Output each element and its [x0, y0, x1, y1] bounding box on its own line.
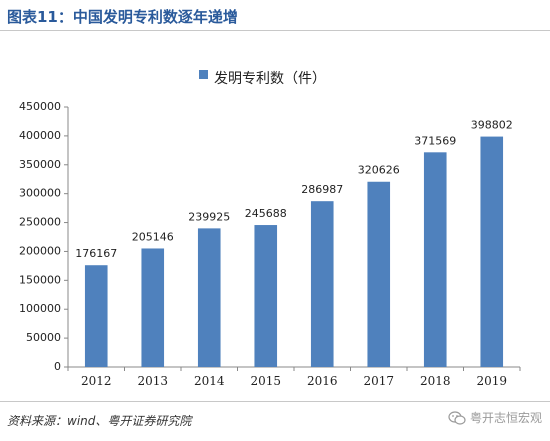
- y-tick-label: 450000: [19, 100, 61, 113]
- data-label: 205146: [132, 230, 174, 243]
- figure-title: 图表11：中国发明专利数逐年递增: [7, 8, 238, 26]
- legend-swatch: [199, 70, 208, 79]
- bar: [84, 265, 108, 367]
- x-tick-label: 2019: [476, 374, 507, 388]
- x-tick-label: 2012: [81, 374, 112, 388]
- watermark: 粤开志恒宏观: [448, 409, 542, 426]
- y-tick-label: 0: [54, 360, 61, 373]
- footer-divider: [0, 401, 550, 402]
- x-tick-label: 2018: [420, 374, 451, 388]
- bar: [254, 225, 278, 367]
- data-label: 286987: [301, 183, 343, 196]
- header-divider: [0, 30, 550, 31]
- y-tick-label: 400000: [19, 129, 61, 142]
- bar: [141, 248, 165, 367]
- x-tick-label: 2016: [307, 374, 338, 388]
- bar: [310, 201, 334, 367]
- y-tick-label: 200000: [19, 244, 61, 257]
- x-tick-label: 2015: [250, 374, 281, 388]
- data-label: 398802: [471, 119, 513, 132]
- x-tick-label: 2017: [363, 374, 394, 388]
- bar: [367, 181, 391, 367]
- wechat-icon: [448, 410, 466, 425]
- y-tick-label: 300000: [19, 187, 61, 200]
- x-tick-label: 2013: [137, 374, 168, 388]
- bar: [480, 136, 504, 367]
- watermark-text: 粤开志恒宏观: [469, 411, 542, 425]
- legend-label: 发明专利数（件）: [214, 71, 326, 87]
- y-tick-label: 350000: [19, 158, 61, 171]
- bar-chart: 发明专利数（件） 0 50000 100000 150000 200000 250000 30…: [19, 70, 521, 388]
- data-label: 245688: [245, 207, 287, 220]
- x-tick-label: 2014: [194, 374, 225, 388]
- y-tick-label: 50000: [26, 331, 61, 344]
- data-label: 320626: [358, 164, 400, 177]
- data-label: 176167: [75, 247, 117, 260]
- y-tick-label: 100000: [19, 302, 61, 315]
- source-note: 资料来源：wind、粤开证券研究院: [7, 414, 192, 428]
- bar: [423, 152, 447, 367]
- y-tick-label: 150000: [19, 273, 61, 286]
- data-label: 371569: [414, 134, 456, 147]
- data-label: 239925: [188, 210, 230, 223]
- y-tick-label: 250000: [19, 216, 61, 229]
- bar: [197, 228, 221, 367]
